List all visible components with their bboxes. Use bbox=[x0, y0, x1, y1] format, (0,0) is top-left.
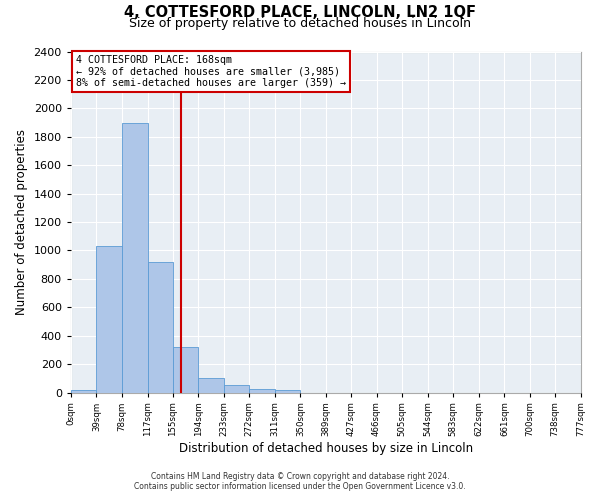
Bar bbox=[122, 122, 148, 392]
Text: 4 COTTESFORD PLACE: 168sqm
← 92% of detached houses are smaller (3,985)
8% of se: 4 COTTESFORD PLACE: 168sqm ← 92% of deta… bbox=[76, 55, 346, 88]
Text: Contains HM Land Registry data © Crown copyright and database right 2024.: Contains HM Land Registry data © Crown c… bbox=[151, 472, 449, 481]
Bar bbox=[198, 378, 224, 392]
Bar bbox=[249, 389, 275, 392]
Y-axis label: Number of detached properties: Number of detached properties bbox=[15, 129, 28, 315]
Bar bbox=[275, 390, 301, 392]
Bar bbox=[71, 390, 97, 392]
Bar bbox=[224, 386, 249, 392]
Text: 4, COTTESFORD PLACE, LINCOLN, LN2 1QF: 4, COTTESFORD PLACE, LINCOLN, LN2 1QF bbox=[124, 5, 476, 20]
Text: Size of property relative to detached houses in Lincoln: Size of property relative to detached ho… bbox=[129, 18, 471, 30]
Bar bbox=[173, 347, 198, 393]
Text: Contains public sector information licensed under the Open Government Licence v3: Contains public sector information licen… bbox=[134, 482, 466, 491]
Bar bbox=[97, 246, 122, 392]
X-axis label: Distribution of detached houses by size in Lincoln: Distribution of detached houses by size … bbox=[179, 442, 473, 455]
Bar bbox=[148, 262, 173, 392]
